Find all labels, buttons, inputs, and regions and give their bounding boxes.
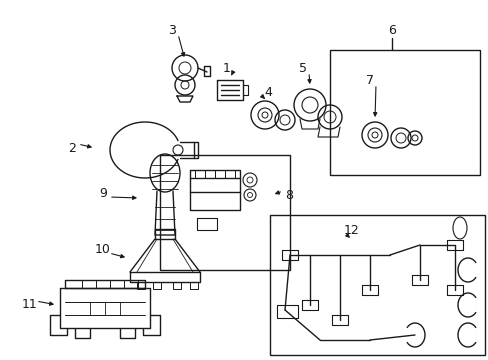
Text: 12: 12 bbox=[344, 224, 359, 237]
Text: 9: 9 bbox=[99, 186, 107, 199]
Text: 10: 10 bbox=[95, 243, 111, 256]
Bar bbox=[269, 215, 484, 355]
Text: 6: 6 bbox=[387, 23, 395, 36]
Text: 4: 4 bbox=[264, 86, 271, 99]
Text: 2: 2 bbox=[68, 141, 76, 154]
Bar bbox=[160, 155, 289, 270]
Text: 11: 11 bbox=[22, 298, 38, 311]
Text: 3: 3 bbox=[168, 23, 176, 36]
Bar bbox=[329, 50, 479, 175]
Text: 1: 1 bbox=[223, 62, 230, 75]
Text: 5: 5 bbox=[298, 62, 306, 75]
Text: 8: 8 bbox=[285, 189, 292, 202]
Text: 7: 7 bbox=[365, 73, 373, 86]
